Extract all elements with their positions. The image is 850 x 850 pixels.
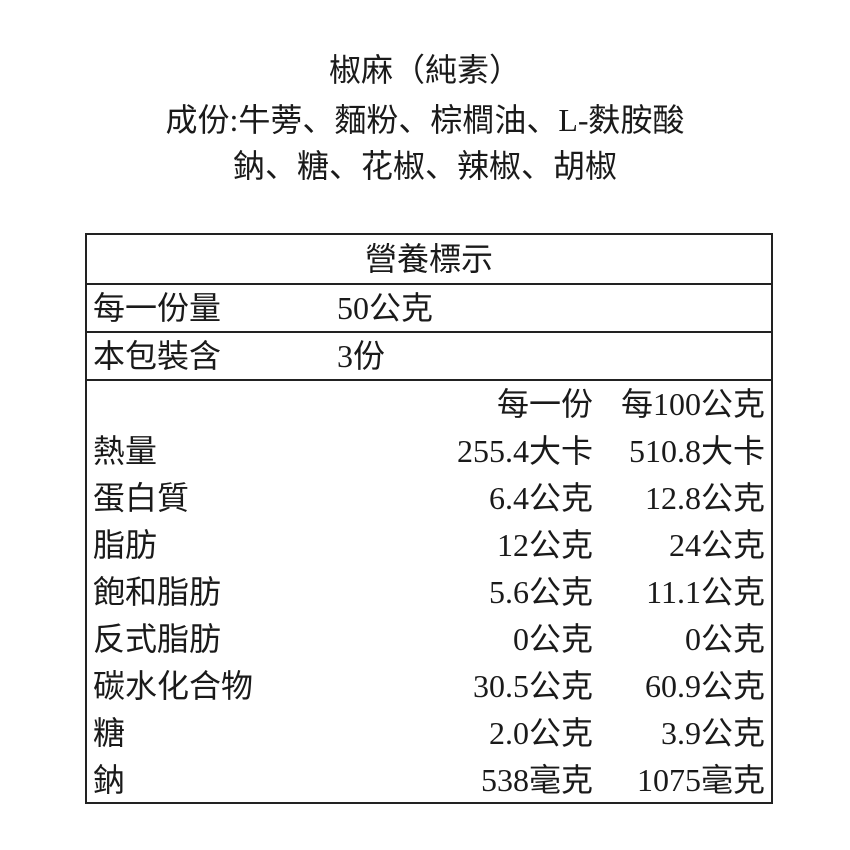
serving-size-row: 每一份量 50公克 — [87, 285, 771, 333]
per-100g-value: 3.9公克 — [660, 715, 765, 751]
nutrient-name: 碳水化合物 — [93, 668, 254, 704]
nutrient-row: 脂肪 12公克 24公克 — [87, 522, 771, 569]
per-serving-value: 5.6公克 — [488, 574, 593, 610]
per-100g-value: 24公克 — [668, 527, 765, 563]
servings-value: 3份 — [337, 338, 386, 374]
per-serving-value: 2.0公克 — [488, 715, 593, 751]
per-100g-value: 1075毫克 — [636, 762, 765, 798]
per-serving-value: 6.4公克 — [488, 480, 593, 516]
servings-row: 本包裝含 3份 — [87, 333, 771, 381]
nutrition-title: 營養標示 — [87, 235, 771, 285]
column-headers: 每一份 每100公克 — [87, 381, 771, 428]
nutrient-name: 脂肪 — [93, 527, 158, 563]
per-serving-value: 12公克 — [496, 527, 593, 563]
ingredients-line-2: 鈉、糖、花椒、辣椒、胡椒 — [232, 148, 617, 184]
per-serving-value: 0公克 — [512, 621, 593, 657]
nutrient-name: 蛋白質 — [93, 480, 190, 516]
nutrient-name: 反式脂肪 — [93, 621, 222, 657]
col-per-serving: 每一份 — [496, 386, 593, 422]
per-serving-value: 538毫克 — [480, 762, 593, 798]
nutrient-row: 熱量 255.4大卡 510.8大卡 — [87, 428, 771, 475]
per-100g-value: 11.1公克 — [646, 574, 765, 610]
nutrient-name: 飽和脂肪 — [93, 574, 222, 610]
serving-size-value: 50公克 — [337, 290, 434, 326]
per-100g-value: 510.8大卡 — [628, 433, 765, 469]
per-serving-value: 30.5公克 — [472, 668, 593, 704]
nutrient-name: 熱量 — [93, 433, 158, 469]
ingredients-line-1: 成份:牛蒡、麵粉、棕櫚油、L-麩胺酸 — [165, 102, 685, 138]
per-serving-value: 255.4大卡 — [456, 433, 593, 469]
col-per-100g: 每100公克 — [620, 386, 765, 422]
nutrient-list: 每一份 每100公克 熱量 255.4大卡 510.8大卡蛋白質 6.4公克 12.8公… — [87, 381, 771, 804]
nutrient-row: 鈉 538毫克 1075毫克 — [87, 757, 771, 804]
nutrient-row: 蛋白質 6.4公克 12.8公克 — [87, 475, 771, 522]
nutrient-row: 碳水化合物 30.5公克 60.9公克 — [87, 663, 771, 710]
nutrient-row: 飽和脂肪 5.6公克 11.1公克 — [87, 569, 771, 616]
nutrient-row: 反式脂肪 0公克 0公克 — [87, 616, 771, 663]
per-100g-value: 0公克 — [684, 621, 765, 657]
servings-label: 本包裝含 — [93, 338, 222, 374]
nutrient-row: 糖 2.0公克 3.9公克 — [87, 710, 771, 757]
per-100g-value: 60.9公克 — [644, 668, 765, 704]
nutrient-name: 鈉 — [93, 762, 126, 798]
nutrient-name: 糖 — [93, 715, 126, 751]
per-100g-value: 12.8公克 — [644, 480, 765, 516]
serving-size-label: 每一份量 — [93, 290, 222, 326]
nutrition-facts-table: 營養標示 每一份量 50公克 本包裝含 3份 每一份 每100公克 熱量 255.… — [85, 233, 773, 804]
product-name: 椒麻（純素） — [328, 52, 521, 88]
